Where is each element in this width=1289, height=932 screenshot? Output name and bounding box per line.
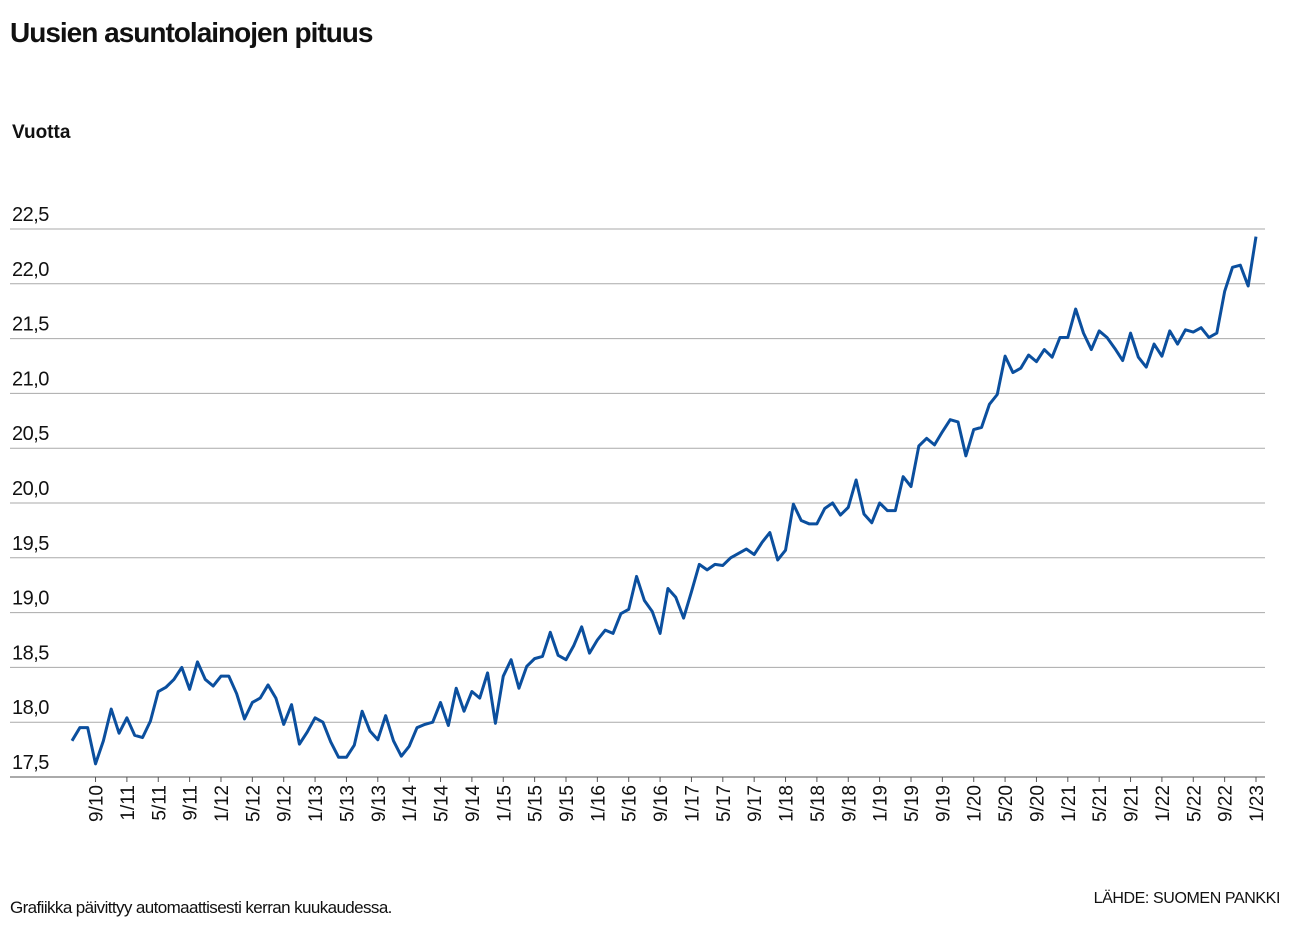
source: LÄHDE: SUOMEN PANKKI [1094, 889, 1280, 907]
y-tick-label: 21,5 [12, 314, 49, 336]
x-tick-label: 9/15 [557, 785, 578, 822]
y-tick-label: 20,5 [12, 423, 49, 445]
x-tick-label: 5/12 [243, 785, 264, 822]
x-tick-label: 1/16 [588, 785, 609, 822]
y-tick-label: 22,5 [12, 204, 49, 226]
x-tick-label: 1/21 [1059, 785, 1080, 822]
x-tick-label: 5/16 [620, 785, 641, 822]
x-tick-label: 5/17 [714, 785, 735, 822]
x-tick-label: 9/10 [87, 785, 108, 822]
x-tick-label: 5/20 [996, 785, 1017, 822]
x-tick-label: 9/13 [369, 785, 390, 822]
x-tick-label: 1/15 [494, 785, 515, 822]
x-tick-label: 1/19 [871, 785, 892, 822]
x-tick-label: 9/12 [275, 785, 296, 822]
y-tick-label: 20,0 [12, 478, 49, 500]
y-tick-label: 22,0 [12, 259, 49, 281]
x-tick-label: 1/12 [212, 785, 233, 822]
x-tick-label: 1/20 [965, 785, 986, 822]
x-tick-label: 1/14 [400, 785, 421, 822]
x-tick-label: 9/18 [839, 785, 860, 822]
x-tick-label: 9/11 [181, 785, 202, 821]
x-tick-label: 1/18 [777, 785, 798, 822]
x-tick-label: 1/11 [118, 785, 139, 821]
x-tick-label: 9/21 [1122, 785, 1143, 822]
x-tick-label: 9/20 [1027, 785, 1048, 822]
x-tick-label: 5/21 [1090, 785, 1111, 822]
data-line [70, 236, 1258, 766]
x-tick-label: 5/13 [337, 785, 358, 822]
y-tick-label: 18,5 [12, 642, 49, 664]
x-tick-label: 1/17 [682, 785, 703, 822]
x-tick-label: 9/16 [651, 785, 672, 822]
x-tick-label: 1/22 [1153, 785, 1174, 822]
x-tick-label: 1/23 [1247, 785, 1268, 822]
x-tick-label: 9/19 [933, 785, 954, 822]
chart-title: Uusien asuntolainojen pituus [10, 17, 373, 48]
x-tick-label: 5/19 [902, 785, 923, 822]
y-tick-label: 18,0 [12, 697, 49, 719]
x-tick-label: 9/14 [463, 785, 484, 822]
y-tick-label: 21,0 [12, 368, 49, 390]
x-tick-label: 5/11 [149, 785, 170, 821]
x-tick-label: 1/13 [306, 785, 327, 822]
x-tick-label: 5/18 [808, 785, 829, 822]
y-tick-label: 17,5 [12, 752, 49, 774]
x-tick-label: 5/22 [1184, 785, 1205, 822]
x-tick-label: 9/22 [1216, 785, 1237, 822]
footnote: Grafiikka päivittyy automaattisesti kerr… [10, 898, 392, 917]
y-tick-label: 19,5 [12, 533, 49, 555]
x-tick-label: 5/14 [432, 785, 453, 822]
y-tick-label: 19,0 [12, 588, 49, 610]
x-tick-label: 9/17 [745, 785, 766, 822]
y-axis-label: Vuotta [12, 122, 71, 143]
x-tick-label: 5/15 [526, 785, 547, 822]
